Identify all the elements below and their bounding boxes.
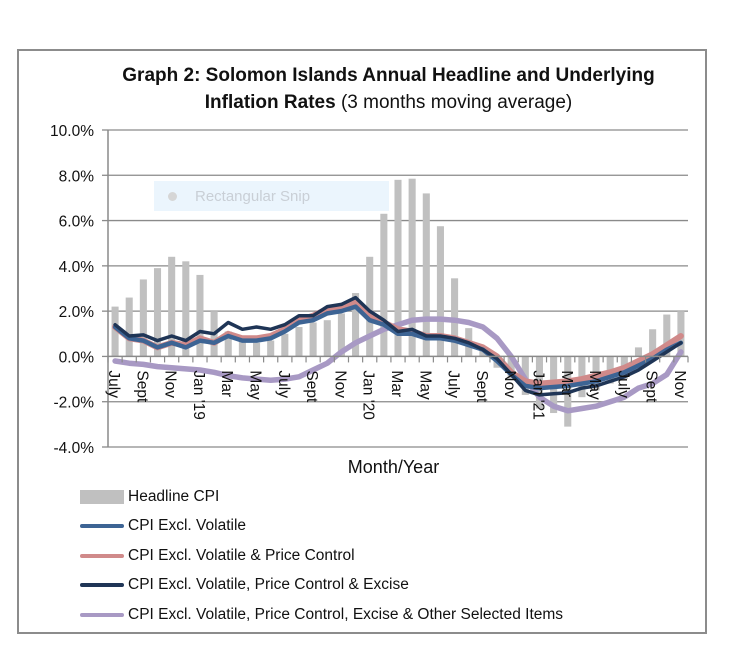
legend-label: CPI Excl. Volatile, Price Control, Excis… <box>128 605 564 623</box>
series-line-1 <box>112 304 684 391</box>
legend-label: CPI Excl. Volatile, Price Control & Exci… <box>128 576 409 594</box>
y-tick-label: -2.0% <box>54 395 95 412</box>
bar-headline-cpi <box>139 279 147 357</box>
y-tick-label: -4.0% <box>54 440 95 457</box>
legend-swatch-line <box>80 612 124 617</box>
rectangular-snip-overlay[interactable]: Rectangular Snip <box>154 181 389 211</box>
x-tick-label: July <box>614 370 631 398</box>
bar-headline-cpi <box>479 349 487 357</box>
x-tick-label: May <box>247 370 264 400</box>
bar-headline-cpi <box>281 333 289 357</box>
x-tick-label: Jan '20 <box>360 370 377 420</box>
legend-item-headline-cpi: Headline CPI <box>80 482 563 512</box>
bar-headline-cpi <box>153 268 162 357</box>
bar-headline-cpi <box>394 179 402 357</box>
x-tick-label: Nov <box>331 370 348 398</box>
y-tick-label: 4.0% <box>59 259 95 276</box>
bar-headline-cpi <box>182 261 190 357</box>
bar-headline-cpi <box>408 178 416 357</box>
snip-record-icon <box>168 191 177 201</box>
bar-headline-cpi <box>337 313 345 357</box>
bar-headline-cpi <box>238 338 246 357</box>
bar-headline-cpi <box>196 274 204 357</box>
x-tick-label: Nov <box>671 370 688 398</box>
y-tick-label: 10.0% <box>50 123 94 140</box>
bar-headline-cpi <box>224 331 232 357</box>
chart-title-line2: Inflation Rates (3 months moving average… <box>0 89 737 116</box>
legend-label: CPI Excl. Volatile <box>128 517 247 535</box>
x-tick-label: Jan '21 <box>529 370 546 420</box>
x-tick-label: Sept <box>643 370 660 403</box>
legend-swatch-line <box>80 583 124 588</box>
x-tick-label: Mar <box>388 370 405 397</box>
bar-headline-cpi <box>267 340 275 357</box>
x-tick-label: July <box>275 370 292 398</box>
x-tick-label: May <box>586 370 603 400</box>
bar-headline-cpi <box>436 226 444 357</box>
chart-title-line2-rest: (3 months moving average) <box>335 92 573 113</box>
x-tick-label: Jan '19 <box>190 370 207 420</box>
bar-headline-cpi <box>380 213 388 357</box>
legend-swatch-bar <box>80 489 124 504</box>
y-tick-label: 2.0% <box>59 304 95 321</box>
bar-headline-cpi <box>634 347 643 357</box>
x-tick-label: Nov <box>162 370 179 398</box>
x-tick-label: Nov <box>501 370 518 398</box>
snip-label: Rectangular Snip <box>195 187 311 205</box>
bar-headline-cpi <box>366 256 374 357</box>
chart-title-line1: Graph 2: Solomon Islands Annual Headline… <box>122 65 655 86</box>
x-tick-label: Sept <box>473 370 490 403</box>
chart-title: Graph 2: Solomon Islands Annual Headline… <box>0 62 737 116</box>
legend-item-excl-volatile: CPI Excl. Volatile <box>80 512 563 542</box>
bar-headline-cpi <box>111 306 119 357</box>
bar-headline-cpi <box>323 320 331 357</box>
bar-headline-cpi <box>253 342 261 357</box>
bar-headline-cpi <box>125 297 133 357</box>
x-tick-label: July <box>105 370 122 398</box>
x-tick-label: Sept <box>303 370 320 403</box>
legend-item-excl-volatile-price-control-excise: CPI Excl. Volatile, Price Control & Exci… <box>80 571 563 601</box>
legend-label: Headline CPI <box>128 487 220 505</box>
bar-headline-cpi <box>663 314 671 357</box>
chart-legend: Headline CPI CPI Excl. Volatile CPI Excl… <box>80 482 563 630</box>
series-line-4 <box>112 316 684 414</box>
series-line-3 <box>113 295 683 397</box>
y-tick-label: 6.0% <box>59 214 95 231</box>
x-tick-label: Mar <box>558 370 575 397</box>
x-tick-label: Mar <box>218 370 235 397</box>
legend-swatch-line <box>80 524 124 529</box>
chart-title-line2-bold: Inflation Rates <box>204 92 336 113</box>
y-tick-label: 0.0% <box>59 349 95 366</box>
bar-headline-cpi <box>309 322 317 357</box>
bar-headline-cpi <box>295 326 303 357</box>
x-tick-label: May <box>416 370 433 400</box>
bar-headline-cpi <box>451 278 459 357</box>
x-tick-label: Sept <box>133 370 150 403</box>
bar-headline-cpi <box>422 193 430 357</box>
legend-item-excl-other-selected: CPI Excl. Volatile, Price Control, Excis… <box>80 600 563 630</box>
x-tick-label: July <box>445 370 462 398</box>
legend-item-excl-volatile-price-control: CPI Excl. Volatile & Price Control <box>80 541 563 571</box>
bar-headline-cpi <box>352 293 360 357</box>
legend-label: CPI Excl. Volatile & Price Control <box>128 546 355 564</box>
bar-headline-cpi <box>649 329 657 357</box>
x-axis-title: Month/Year <box>347 457 440 477</box>
bar-headline-cpi <box>507 356 515 380</box>
bar-headline-cpi <box>168 256 176 357</box>
legend-swatch-line <box>80 553 124 558</box>
y-tick-label: 8.0% <box>59 168 95 185</box>
